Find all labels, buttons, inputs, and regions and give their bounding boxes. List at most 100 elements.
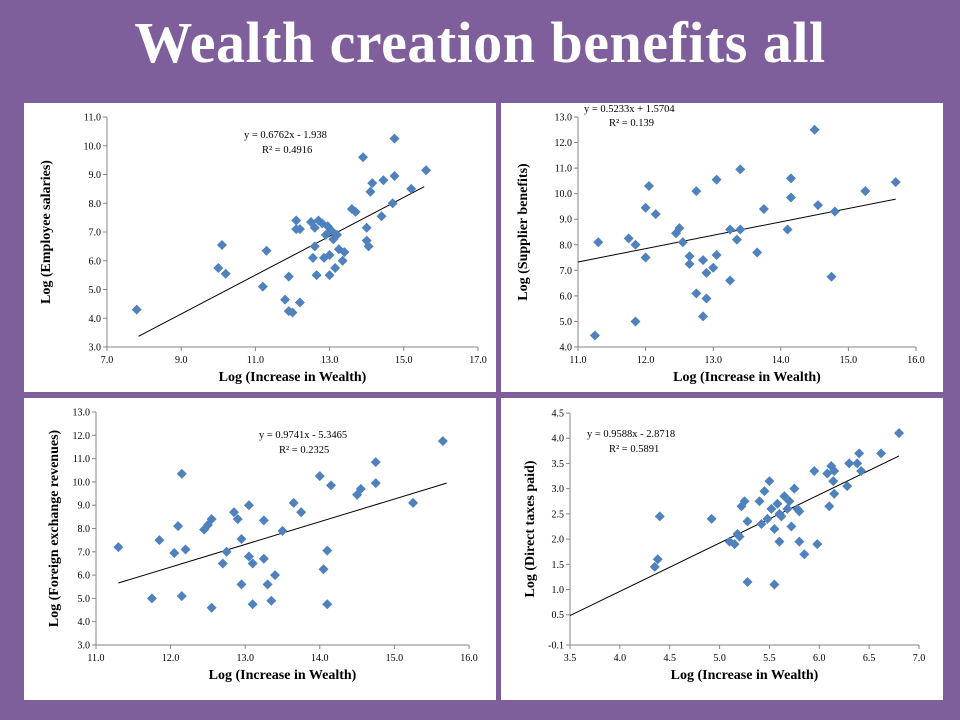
trendline-equation: y = 0.9741x - 5.3465 (259, 430, 347, 441)
x-tick-label: 5.5 (763, 653, 776, 664)
x-tick-label: 3.5 (564, 653, 577, 664)
data-point (376, 211, 387, 222)
data-point (236, 533, 247, 544)
data-point (677, 237, 688, 248)
data-point (860, 186, 871, 197)
chart-employee-salaries: 3.0 4.0 5.0 6.0 7.0 8.0 9.0 10.0 11.0 7.0 9.0 11.0 1… (24, 103, 496, 392)
data-point (318, 564, 329, 575)
data-point (779, 491, 790, 502)
r-squared-label: R² = 0.2325 (279, 445, 329, 456)
y-tick-label: 10.0 (73, 477, 91, 488)
data-point (776, 511, 787, 522)
data-point (217, 239, 228, 250)
data-point (146, 593, 157, 604)
data-point (408, 497, 419, 508)
data-point (812, 200, 823, 211)
data-point (389, 170, 400, 181)
x-tick-label: 12.0 (637, 355, 655, 366)
data-point (774, 536, 785, 547)
data-point (247, 558, 258, 569)
y-tick-label: 0.5 (552, 610, 565, 621)
data-point (782, 224, 793, 235)
data-point (758, 204, 769, 214)
data-point (784, 496, 795, 507)
data-point (844, 458, 855, 469)
data-point (389, 133, 400, 144)
data-point (324, 250, 335, 260)
trendline-equation: y = 0.9588x - 2.8718 (587, 429, 675, 440)
data-point (277, 525, 288, 536)
x-tick-label: 6.0 (813, 653, 826, 664)
data-point (589, 330, 600, 341)
data-point (671, 228, 682, 239)
data-point (236, 579, 247, 590)
chart-supplier-benefits-svg: 4.0 5.0 6.0 7.0 8.0 9.0 10.0 11.0 12.0 13.0 11.0 12… (516, 104, 925, 385)
x-axis-title: Log (Increase in Wealth) (671, 668, 819, 683)
y-tick-label: 9.0 (89, 170, 102, 181)
chart-direct-taxes: -0.1 0.5 1.0 1.5 2.0 2.5 3.0 3.5 4.0 4.5 3.5 4.0 4.5… (501, 398, 943, 700)
y-tick-label: 6.0 (89, 256, 102, 267)
x-tick-label: 15.0 (840, 355, 858, 366)
data-point (725, 275, 736, 286)
data-point (691, 288, 702, 299)
r-squared-label: R² = 0.4916 (262, 145, 312, 156)
data-point (711, 250, 722, 260)
data-point (829, 206, 840, 217)
y-tick-label: 8.0 (78, 524, 91, 535)
data-point (232, 514, 243, 525)
x-tick-label: 15.0 (386, 653, 404, 664)
trendline (138, 186, 425, 337)
x-axis-title: Log (Increase in Wealth) (209, 668, 357, 683)
y-tick-label: -0.1 (548, 641, 564, 652)
data-point (762, 513, 773, 524)
x-tick-label: 11.0 (569, 355, 586, 366)
r-squared-label: R² = 0.139 (609, 118, 654, 129)
data-point (772, 498, 783, 509)
data-point (206, 514, 217, 525)
data-point (324, 270, 335, 281)
data-point (691, 186, 702, 197)
data-point (361, 222, 372, 233)
data-point (809, 124, 820, 135)
data-point (113, 542, 124, 553)
data-point (829, 466, 840, 476)
data-point (794, 506, 805, 517)
data-point (684, 258, 695, 269)
data-point (752, 247, 763, 258)
data-point (291, 215, 302, 226)
y-tick-label: 10.0 (555, 189, 573, 200)
data-point (357, 152, 368, 163)
data-point (325, 480, 336, 491)
data-point (283, 271, 294, 282)
data-point (339, 247, 350, 258)
data-point (684, 251, 695, 262)
data-point (735, 224, 746, 235)
data-point (387, 198, 398, 209)
data-point (640, 202, 651, 213)
data-point (270, 570, 281, 581)
x-tick-label: 13.0 (704, 355, 722, 366)
data-point (842, 481, 853, 492)
data-point (785, 173, 796, 184)
data-point (221, 546, 232, 557)
data-point (243, 500, 254, 511)
data-point (370, 457, 381, 468)
data-point (199, 524, 210, 535)
y-tick-label: 11.0 (555, 164, 572, 175)
data-point (294, 224, 305, 235)
y-tick-label: 10.0 (84, 141, 102, 152)
x-tick-label: 14.0 (772, 355, 790, 366)
trendline-equation: y = 0.6762x - 1.938 (244, 130, 327, 141)
data-point (350, 206, 361, 217)
data-point (131, 304, 142, 315)
y-axis-title: Log (Employee salaries) (39, 160, 54, 304)
data-point (261, 245, 272, 256)
data-point (674, 223, 685, 234)
data-point (229, 507, 240, 518)
data-point (311, 270, 322, 281)
data-point (294, 297, 305, 308)
x-tick-label: 16.0 (460, 653, 478, 664)
data-point (711, 174, 722, 185)
x-axis-title: Log (Increase in Wealth) (673, 370, 821, 385)
data-point (824, 501, 835, 512)
